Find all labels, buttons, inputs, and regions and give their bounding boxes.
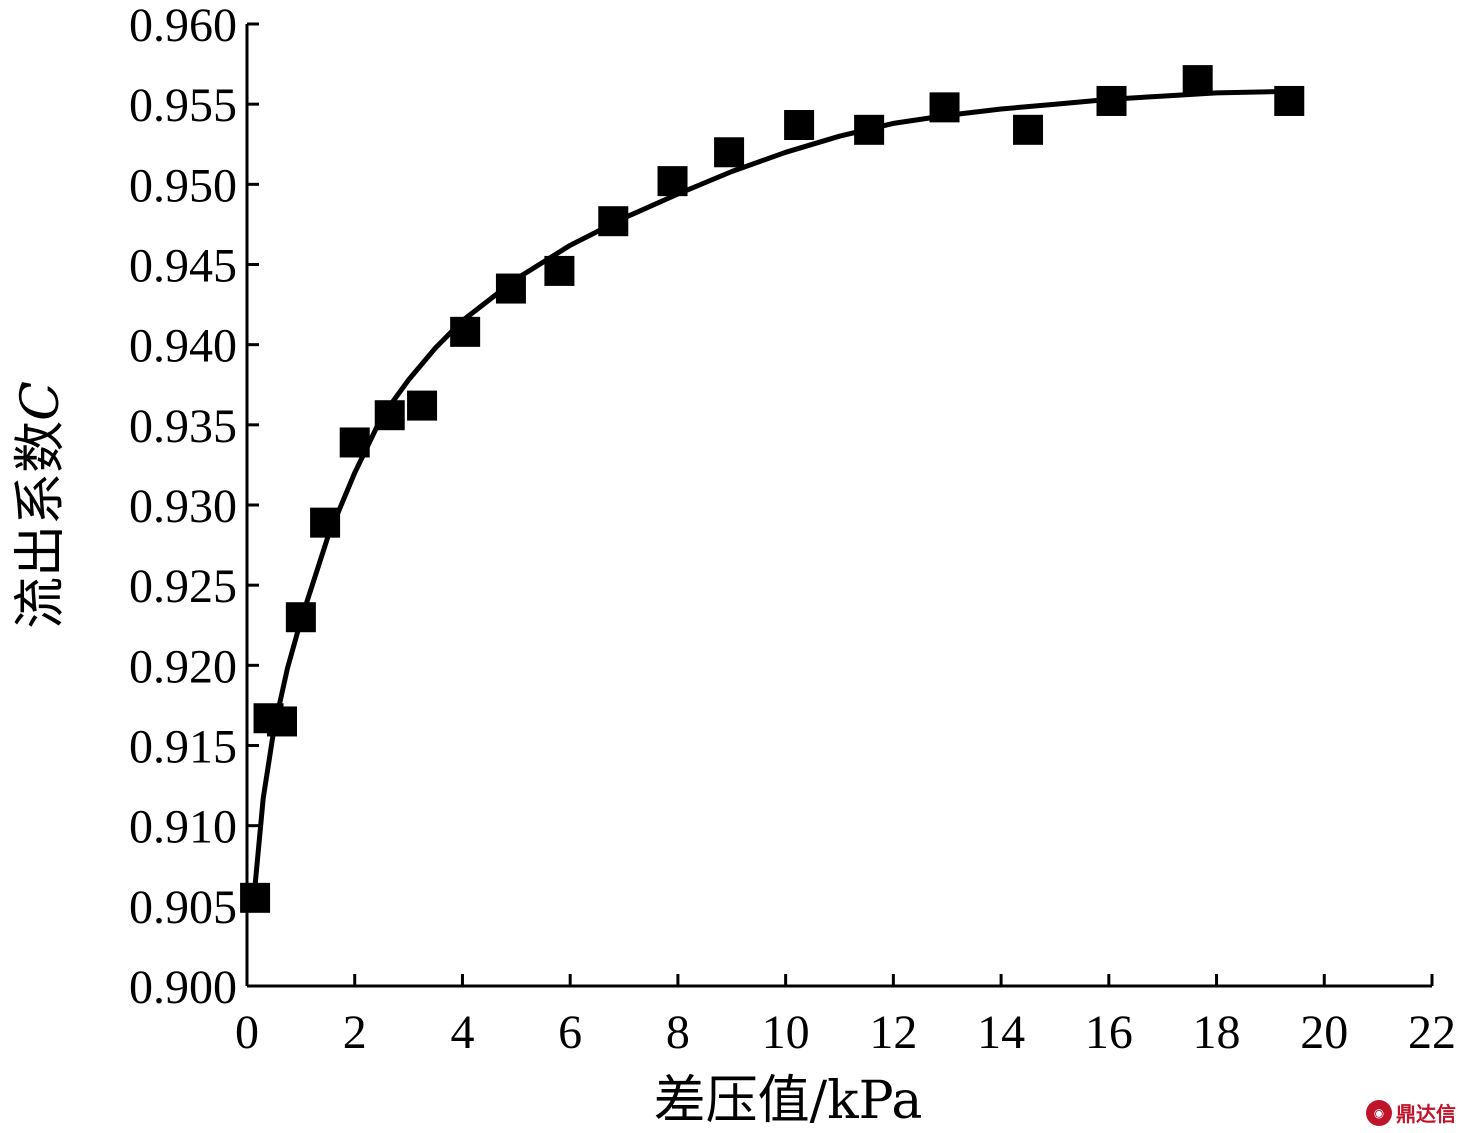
data-point: [714, 137, 745, 168]
y-tick-label: 0.915: [129, 721, 237, 774]
x-tick-label: 14: [977, 1006, 1025, 1059]
data-point: [929, 92, 960, 123]
data-point: [1013, 114, 1044, 145]
data-point: [854, 114, 885, 145]
data-point: [598, 206, 629, 237]
data-point: [285, 602, 316, 633]
y-tick-label: 0.905: [129, 881, 237, 934]
y-tick-label: 0.910: [129, 801, 237, 854]
data-point: [450, 316, 481, 347]
data-point: [495, 273, 526, 304]
y-axis-ticks: 0.900 0.905 0.910 0.915 0.920 0.925 0.930 0.935…: [129, 0, 259, 1014]
plot-frame: [245, 24, 1432, 988]
y-tick-label: 0.920: [129, 640, 237, 693]
data-point: [544, 255, 575, 286]
x-axis-ticks: 0 2 4 6 8 10 12 14 16 18 20 22: [235, 974, 1456, 1059]
x-tick-label: 8: [666, 1006, 690, 1059]
x-tick-label: 22: [1408, 1006, 1456, 1059]
y-axis-title-main: 流出系数: [11, 421, 71, 629]
y-tick-label: 0.955: [129, 79, 237, 132]
x-axis-title: 差压值/kPa: [654, 1071, 923, 1131]
x-tick-label: 12: [869, 1006, 917, 1059]
x-tick-label: 6: [558, 1006, 582, 1059]
y-axis-title-symbol: C: [11, 381, 71, 421]
logo-icon: ◉: [1366, 1099, 1392, 1126]
x-tick-label: 2: [343, 1006, 367, 1059]
x-tick-label: 4: [450, 1006, 474, 1059]
fit-curve-path: [252, 88, 1293, 886]
x-tick-label: 16: [1085, 1006, 1133, 1059]
x-tick-label: 18: [1193, 1006, 1241, 1059]
y-tick-label: 0.940: [129, 320, 237, 373]
y-axis-title: 流出系数C: [11, 381, 71, 629]
data-markers: [240, 65, 1305, 913]
data-point: [1274, 85, 1305, 116]
fit-curve: [252, 88, 1293, 886]
y-tick-label: 0.945: [129, 240, 237, 293]
watermark-text: 鼎达信: [1396, 1102, 1456, 1126]
y-tick-label: 0.960: [129, 0, 237, 52]
y-tick-label: 0.950: [129, 159, 237, 212]
y-tick-label: 0.930: [129, 480, 237, 533]
data-point: [1096, 85, 1127, 116]
x-tick-label: 0: [235, 1006, 259, 1059]
data-point: [657, 166, 688, 197]
data-point: [1182, 65, 1213, 96]
watermark: ◉ 鼎达信: [1366, 1098, 1456, 1127]
y-tick-label: 0.900: [129, 961, 237, 1014]
data-point: [310, 507, 341, 538]
x-tick-label: 20: [1300, 1006, 1348, 1059]
data-point: [339, 427, 370, 458]
data-point: [407, 390, 438, 421]
y-tick-label: 0.925: [129, 560, 237, 613]
y-tick-label: 0.935: [129, 400, 237, 453]
x-tick-label: 10: [762, 1006, 810, 1059]
data-point: [784, 110, 815, 141]
data-point: [267, 706, 298, 737]
data-point: [240, 882, 271, 913]
data-point: [374, 400, 405, 431]
